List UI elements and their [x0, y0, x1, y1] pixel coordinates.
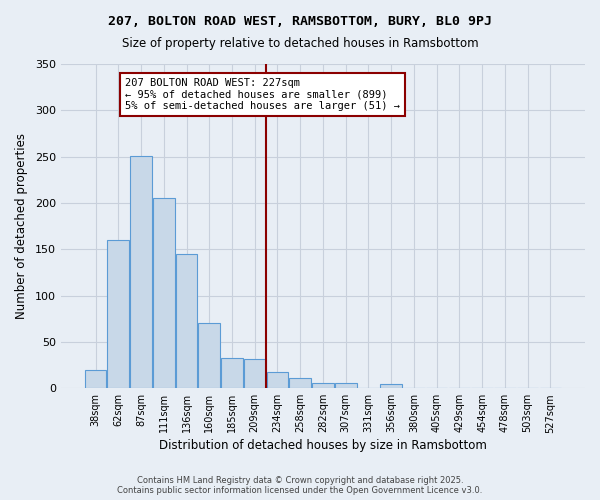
Bar — [176, 254, 197, 388]
Bar — [380, 384, 402, 388]
Bar — [221, 358, 243, 388]
Bar — [153, 198, 175, 388]
Bar — [199, 324, 220, 388]
Bar — [130, 156, 152, 388]
Bar — [289, 378, 311, 388]
Bar — [244, 358, 266, 388]
Y-axis label: Number of detached properties: Number of detached properties — [15, 133, 28, 319]
Bar — [335, 382, 356, 388]
Text: 207, BOLTON ROAD WEST, RAMSBOTTOM, BURY, BL0 9PJ: 207, BOLTON ROAD WEST, RAMSBOTTOM, BURY,… — [108, 15, 492, 28]
Bar — [266, 372, 288, 388]
Text: 207 BOLTON ROAD WEST: 227sqm
← 95% of detached houses are smaller (899)
5% of se: 207 BOLTON ROAD WEST: 227sqm ← 95% of de… — [125, 78, 400, 111]
Bar — [312, 382, 334, 388]
Text: Size of property relative to detached houses in Ramsbottom: Size of property relative to detached ho… — [122, 38, 478, 51]
X-axis label: Distribution of detached houses by size in Ramsbottom: Distribution of detached houses by size … — [159, 440, 487, 452]
Bar — [107, 240, 129, 388]
Text: Contains HM Land Registry data © Crown copyright and database right 2025.
Contai: Contains HM Land Registry data © Crown c… — [118, 476, 482, 495]
Bar — [85, 370, 106, 388]
